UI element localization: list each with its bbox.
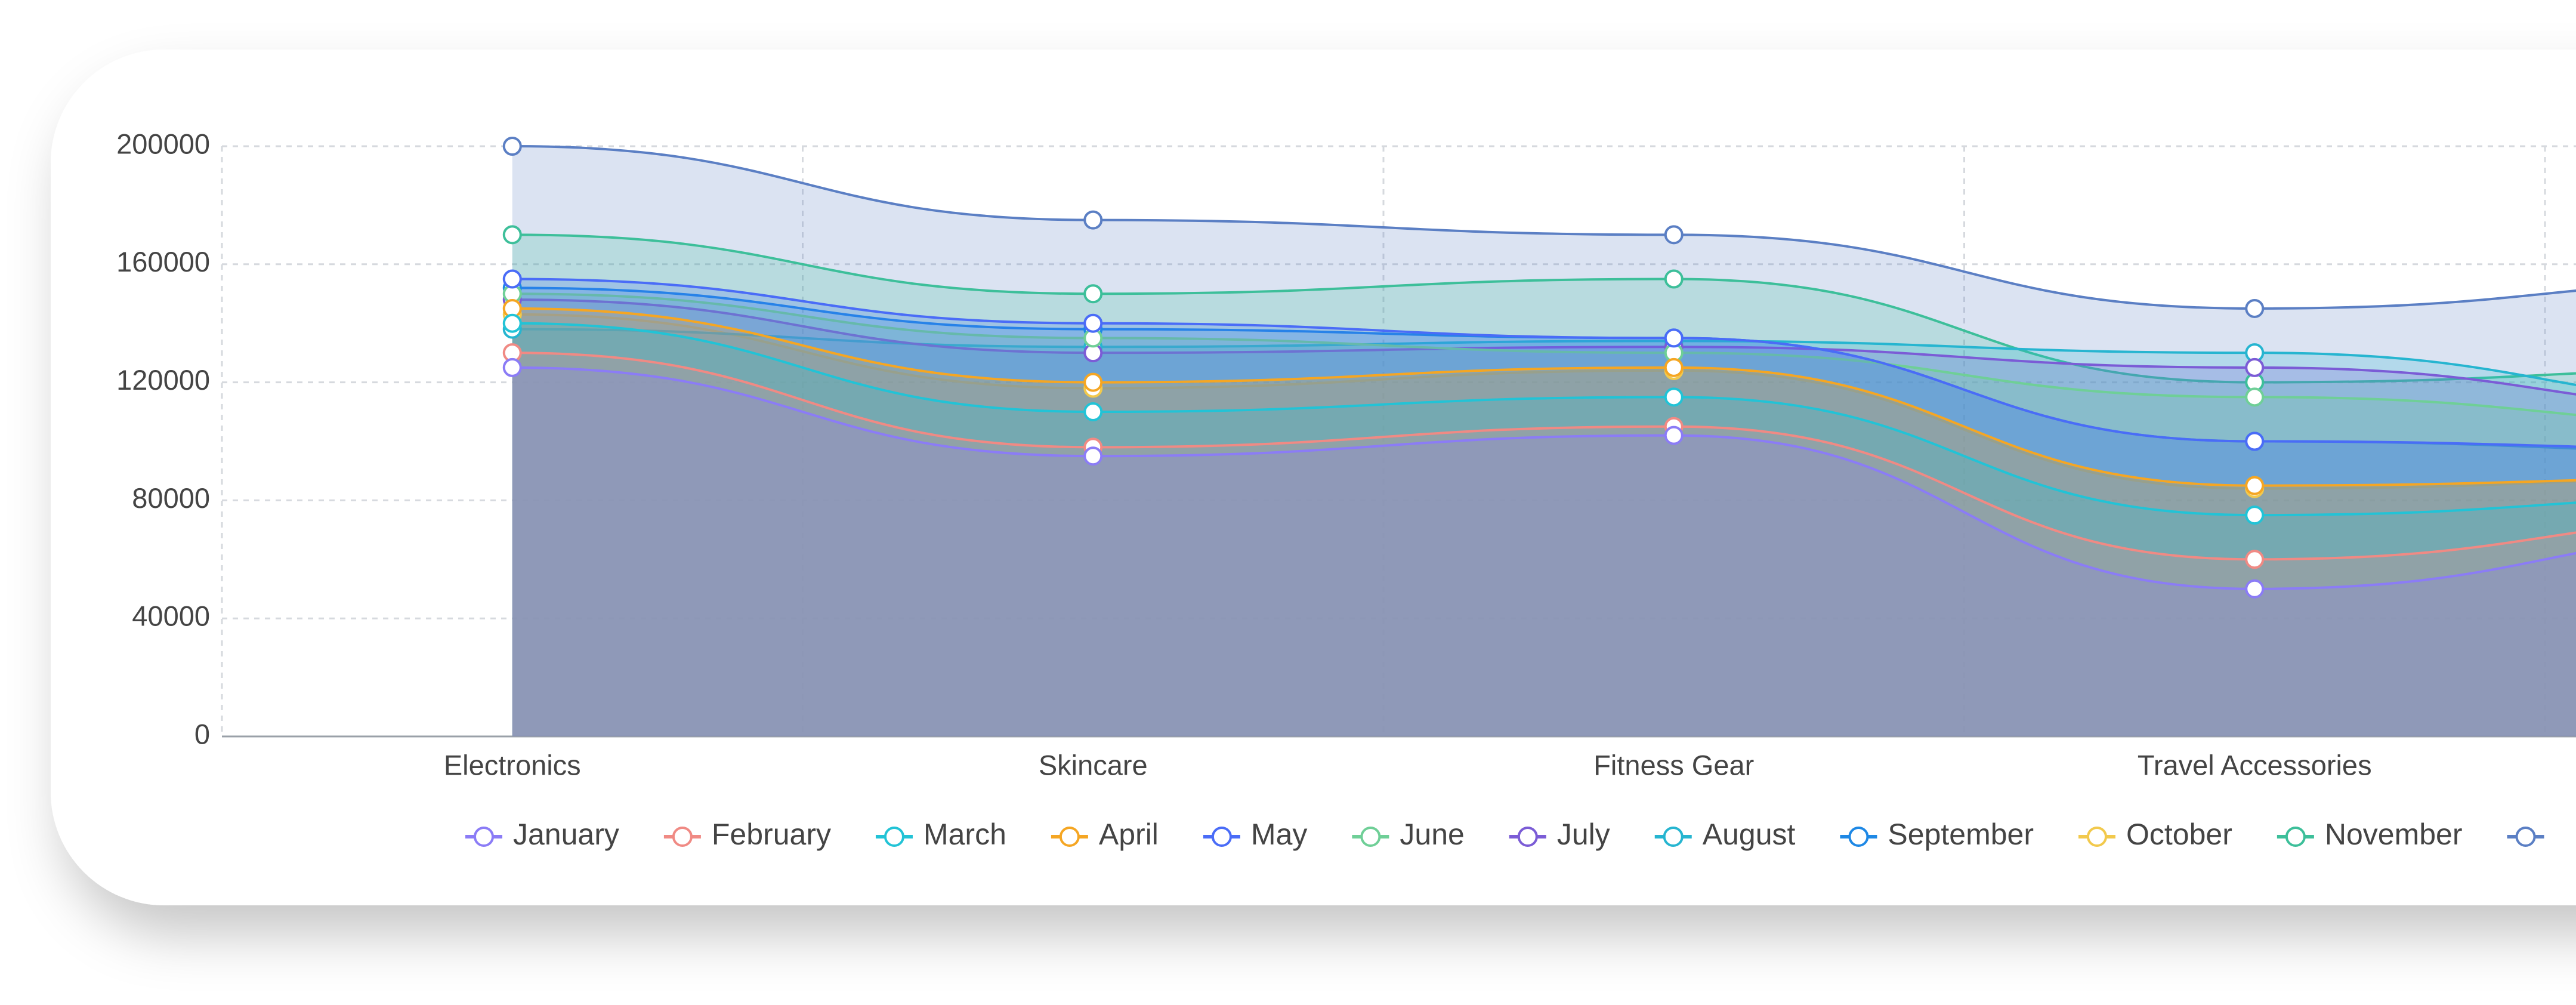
legend-label: April [1099, 818, 1159, 851]
legend-swatch [1211, 827, 1232, 847]
legend-swatch [1848, 827, 1869, 847]
legend-item: November [2277, 818, 2463, 851]
point [2245, 357, 2265, 377]
point [1083, 372, 1103, 392]
legend-label: January [513, 818, 619, 851]
legend-label: February [712, 818, 831, 851]
legend-label: September [1888, 818, 2034, 851]
legend-item: June [1352, 818, 1465, 851]
legend-swatch [2087, 827, 2108, 847]
y-tick-label: 200000 [116, 128, 210, 159]
area [512, 353, 2576, 736]
legend-swatch [1517, 827, 1538, 847]
point [1664, 387, 1684, 407]
point [2245, 431, 2265, 451]
legend-item: May [1203, 818, 1307, 851]
y-tick-label: 120000 [116, 364, 210, 396]
area [512, 323, 2576, 736]
area [512, 300, 2576, 736]
area [512, 308, 2576, 736]
point [1664, 269, 1684, 289]
legend-item: August [1654, 818, 1796, 851]
legend-label: March [923, 818, 1006, 851]
legend-swatch [672, 827, 693, 847]
area [512, 329, 2576, 736]
point [1664, 426, 1684, 445]
area [512, 288, 2576, 736]
area [512, 314, 2576, 736]
point [502, 225, 522, 245]
legend-label: May [1251, 818, 1307, 851]
point [2245, 298, 2265, 318]
point [1664, 357, 1684, 377]
legend-item: July [1509, 818, 1610, 851]
area [512, 294, 2576, 736]
legend-swatch [1663, 827, 1684, 847]
area [512, 235, 2576, 736]
point [1664, 328, 1684, 348]
legend-item: February [663, 818, 831, 851]
y-tick-label: 40000 [132, 600, 210, 632]
point [2245, 505, 2265, 525]
area [512, 367, 2576, 736]
point [1664, 225, 1684, 245]
legend-swatch [1059, 827, 1080, 847]
point [1083, 210, 1103, 230]
legend-label: October [2126, 818, 2232, 851]
legend-item [2507, 827, 2544, 847]
point [2245, 387, 2265, 407]
legend-swatch [474, 827, 494, 847]
legend-item: March [875, 818, 1006, 851]
point [1083, 446, 1103, 466]
legend-swatch [884, 827, 904, 847]
legend-item: September [1840, 818, 2034, 851]
x-tick-label: Fitness Gear [1593, 749, 1754, 781]
point [1083, 284, 1103, 304]
area [512, 279, 2576, 736]
legend-swatch [2285, 827, 2306, 847]
point [502, 357, 522, 377]
legend-item: April [1051, 818, 1159, 851]
point [502, 269, 522, 289]
y-tick-label: 160000 [116, 246, 210, 278]
point [1083, 313, 1103, 333]
legend-item: October [2078, 818, 2232, 851]
legend-swatch [1360, 827, 1381, 847]
x-tick-label: Skincare [1039, 749, 1148, 781]
legend-item: January [465, 818, 619, 851]
plot-area: 0 40000 80000 120000 160000 200000 Electronics… [116, 128, 2576, 781]
legend-swatch [2515, 827, 2536, 847]
x-tick-label: Electronics [444, 749, 581, 781]
legend-label: November [2325, 818, 2463, 851]
x-tick-label: Travel Accessories [2138, 749, 2372, 781]
point [502, 313, 522, 333]
legend-label: June [1400, 818, 1464, 851]
legend-label: July [1557, 818, 1610, 851]
line [512, 366, 2576, 590]
point [1083, 402, 1103, 422]
point [2245, 550, 2265, 569]
y-tick-label: 80000 [132, 482, 210, 514]
point [2245, 476, 2265, 495]
legend-label: August [1703, 818, 1796, 851]
y-tick-label: 0 [194, 718, 210, 750]
point [2245, 579, 2265, 599]
point [502, 137, 522, 156]
